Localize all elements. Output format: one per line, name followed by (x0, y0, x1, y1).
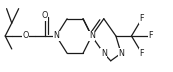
Text: N: N (89, 32, 95, 40)
Text: N: N (53, 32, 59, 40)
Text: N: N (118, 49, 124, 58)
Text: F: F (140, 14, 144, 23)
Text: F: F (140, 49, 144, 58)
Text: O: O (22, 32, 29, 40)
Text: N: N (101, 49, 107, 58)
Text: F: F (148, 32, 153, 40)
Text: O: O (42, 11, 48, 20)
